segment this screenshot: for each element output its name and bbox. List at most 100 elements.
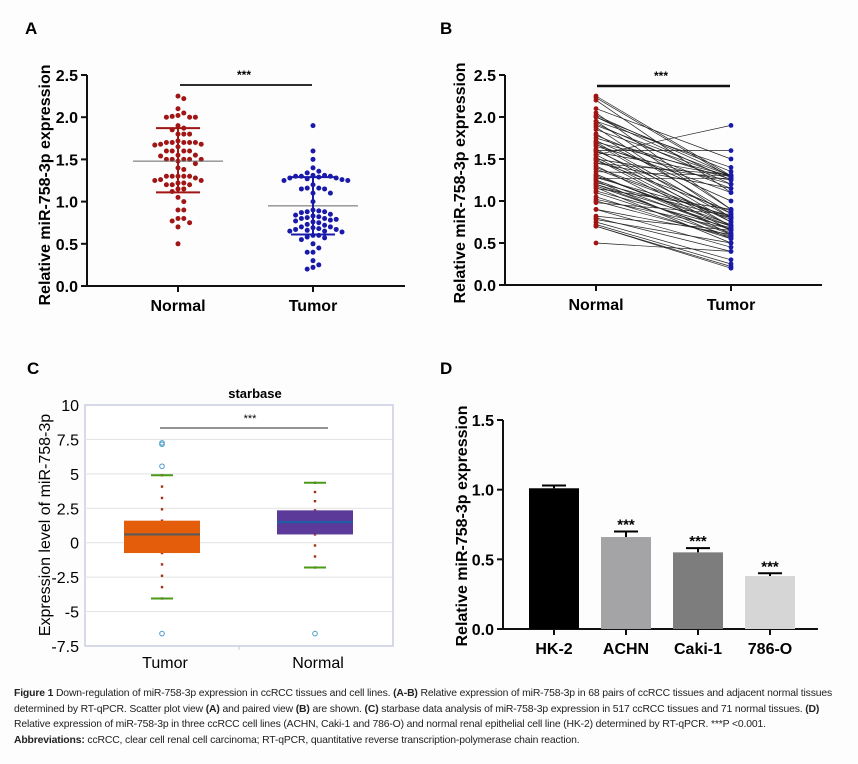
data-point <box>316 208 322 214</box>
whisker-dot <box>160 574 164 577</box>
paired-line <box>595 158 732 181</box>
data-point <box>310 249 316 255</box>
significance-label: *** <box>244 413 258 425</box>
normal-point <box>593 118 599 124</box>
data-point <box>304 170 310 176</box>
x-tick-label: Normal <box>292 655 344 672</box>
data-point <box>316 185 322 191</box>
tumor-point <box>728 148 734 154</box>
data-point <box>163 173 169 179</box>
data-point <box>310 123 316 129</box>
caption-ref: (D) <box>805 703 820 715</box>
y-tick-label: 7.5 <box>57 432 79 449</box>
normal-point <box>593 160 599 166</box>
whisker-dot <box>313 555 317 558</box>
data-point <box>181 167 187 173</box>
data-point <box>310 156 316 162</box>
whisker-dot <box>160 585 164 589</box>
y-axis-label: Relative miR-758-3p expression <box>454 406 471 647</box>
tumor-point <box>728 257 734 263</box>
data-point <box>298 215 304 221</box>
x-tick-label: HK-2 <box>535 641 572 658</box>
data-point <box>298 237 304 243</box>
normal-point <box>593 190 599 196</box>
data-point <box>192 161 198 167</box>
tumor-point <box>728 198 734 204</box>
y-axis-label: Relative miR-758-3p expression <box>37 65 54 306</box>
data-point <box>175 113 181 119</box>
paired-line <box>595 188 732 210</box>
data-point <box>316 214 322 220</box>
data-point <box>175 215 181 221</box>
normal-point <box>593 127 599 132</box>
y-tick-label: 1.5 <box>474 152 496 169</box>
paired-line <box>595 209 732 248</box>
data-point <box>316 168 322 174</box>
tumor-point <box>728 265 734 271</box>
paired-line <box>595 160 732 212</box>
y-tick-label: 0.5 <box>472 552 494 569</box>
panel-label-a: A <box>25 19 37 38</box>
paired-line <box>595 108 732 160</box>
bar <box>529 488 579 629</box>
data-point <box>181 173 187 179</box>
box <box>124 520 200 554</box>
data-point <box>169 148 175 154</box>
x-tick-label: Normal <box>568 297 623 314</box>
data-point <box>158 177 164 183</box>
panel-b: B Relative miR-758-3p expression 0.0 0.5 1… <box>440 19 822 314</box>
data-point <box>327 211 333 217</box>
data-point <box>339 229 345 235</box>
paired-line <box>595 215 732 231</box>
normal-point <box>593 200 599 206</box>
y-tick-label: 5 <box>70 467 79 484</box>
data-point <box>304 227 310 233</box>
paired-line <box>595 202 732 215</box>
y-tick-label: -2.5 <box>51 570 79 587</box>
paired-line <box>595 99 732 193</box>
figure-label: Figure 1 <box>14 688 54 699</box>
y-tick-label: 2.0 <box>56 110 78 127</box>
data-point <box>192 175 198 181</box>
tumor-point <box>728 156 734 162</box>
tumor-point <box>728 244 734 250</box>
paired-line <box>595 135 732 189</box>
paired-line <box>595 177 732 217</box>
panel-label-d: D <box>440 359 452 378</box>
whisker-dot <box>313 490 317 494</box>
panel-a: A Relative miR-758-3p expression 0.0 0.5 1… <box>25 19 405 315</box>
normal-point <box>593 223 599 229</box>
paired-line <box>595 200 732 238</box>
data-point <box>327 190 333 196</box>
caption-ref: (B) <box>295 703 310 715</box>
caption-ref: (A) <box>205 703 220 715</box>
figure-caption: Figure 1 Down-regulation of miR-758-3p e… <box>14 686 849 748</box>
significance-label: *** <box>689 533 707 550</box>
data-point <box>310 264 316 270</box>
data-point <box>198 141 204 147</box>
data-point <box>298 224 304 230</box>
caption-text: Relative expression of miR-758-3p in thr… <box>14 719 766 730</box>
whisker-dot <box>160 496 164 500</box>
data-point <box>181 96 187 102</box>
paired-line <box>595 242 732 252</box>
data-point <box>322 215 328 221</box>
data-point <box>316 220 322 226</box>
x-tick-label: Caki-1 <box>674 641 722 658</box>
data-point <box>181 110 187 116</box>
data-point <box>316 262 322 268</box>
significance-label: *** <box>654 69 668 83</box>
normal-point <box>593 106 599 111</box>
data-point <box>187 173 193 179</box>
paired-line <box>595 146 732 185</box>
data-point <box>175 194 181 200</box>
tumor-point <box>728 232 734 238</box>
data-point <box>293 226 299 232</box>
panel-label-c: C <box>27 359 39 378</box>
figure: A Relative miR-758-3p expression 0.0 0.5 1… <box>25 19 822 672</box>
data-point <box>304 249 310 255</box>
paired-line <box>595 115 732 177</box>
paired-line <box>595 150 732 214</box>
normal-point <box>593 114 599 120</box>
paired-line <box>595 219 732 244</box>
